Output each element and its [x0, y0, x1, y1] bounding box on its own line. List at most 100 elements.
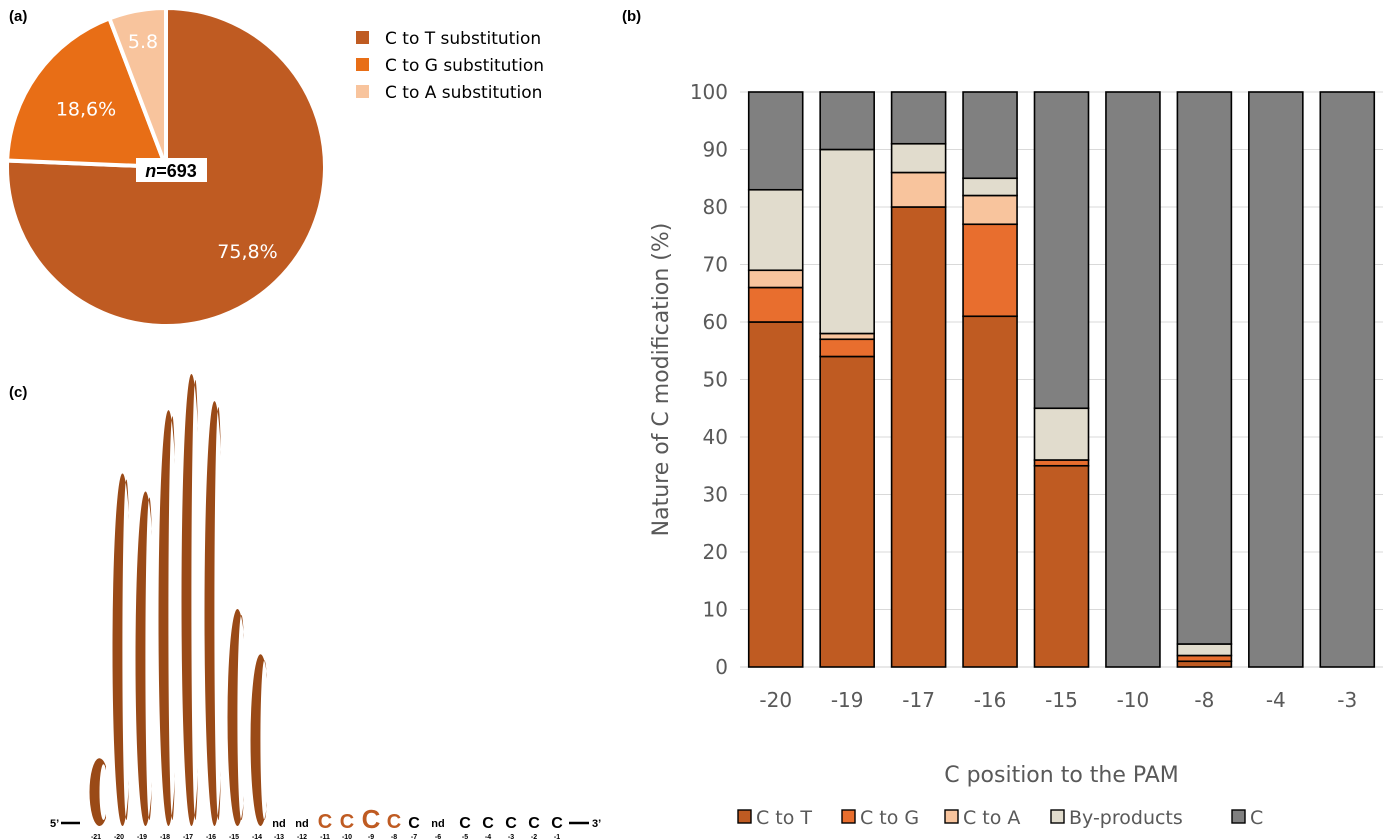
logo-position-label: -10 [342, 834, 352, 839]
y-axis-title: Nature of C modification (%) [649, 223, 674, 537]
pie-center-count: =693 [156, 161, 197, 181]
logo-position-label: -6 [435, 834, 441, 839]
bar-segment [1033, 407, 1090, 461]
bar-segment [1033, 91, 1090, 410]
bar-segment [1176, 91, 1233, 645]
logo-nd-label: nd [431, 818, 444, 830]
pie-chart: 75,8% 18,6% 5.8 n=693 [5, 5, 327, 328]
pie-legend-swatch [356, 58, 369, 71]
y-tick-label: 20 [703, 540, 728, 564]
bar-legend-label: C [1250, 807, 1263, 829]
bar-legend-swatch [1050, 809, 1065, 824]
bar-legend-label: C to A [963, 807, 1020, 829]
logo-letter-c [250, 654, 267, 826]
logo-letter: C [340, 811, 354, 833]
logo-letter-c [204, 401, 221, 826]
logo-position-label: -17 [183, 834, 193, 839]
y-tick-label: 100 [690, 80, 728, 104]
pie-slice-label: 75,8% [217, 241, 277, 263]
bar-segment [962, 223, 1018, 318]
x-axis-title: C position to the PAM [944, 763, 1179, 788]
bar-segment [747, 188, 804, 272]
logo-5prime: 5’ [50, 818, 59, 830]
bar-segment [890, 171, 947, 208]
logo-letter: C [551, 815, 563, 832]
bar-legend: C to T C to G C to A By-products C [737, 807, 1263, 829]
bar-segment [819, 355, 875, 668]
y-tick-label: 10 [703, 598, 728, 622]
logo-letter: C [482, 815, 494, 832]
x-tick-label: -8 [1194, 688, 1214, 712]
stacked-bar-chart: 0 10 20 30 40 50 60 70 80 90 100 -20 -19 -17 -16 -15 -10… [649, 80, 1383, 788]
pie-slice-label: 18,6% [56, 98, 116, 120]
bar-segment [1176, 654, 1233, 663]
x-tick-label: -20 [759, 688, 792, 712]
logo-3prime: 3’ [592, 818, 601, 830]
logo-position-label: -7 [411, 834, 417, 839]
pie-slice-label: 5.8 [128, 31, 158, 53]
logo-letter: C [318, 811, 332, 833]
bar-segment [962, 194, 1018, 226]
bar-segment [962, 177, 1018, 197]
y-tick-label: 60 [703, 310, 728, 334]
panel-label-b: (b) [622, 8, 642, 25]
bar-segment [1319, 91, 1376, 668]
sequence-logo: 5’-21 -20 -19 -18 -17 -16 -15 -14nd-13nd-12C-11… [50, 374, 601, 839]
x-tick-label: -15 [1045, 688, 1078, 712]
bar-legend-swatch [841, 809, 856, 824]
logo-letter: C [387, 811, 401, 833]
logo-position-label: -1 [554, 834, 560, 839]
x-tick-label: -4 [1266, 688, 1286, 712]
y-tick-label: 70 [703, 253, 728, 277]
x-tick-label: -19 [831, 688, 864, 712]
x-tick-label: -16 [974, 688, 1007, 712]
pie-slice [106, 5, 168, 168]
bar-segment [1176, 660, 1233, 668]
pie-center-n: n [145, 161, 156, 181]
y-tick-label: 0 [715, 655, 728, 679]
y-tick-label: 50 [703, 368, 728, 392]
bar-segment [747, 91, 804, 191]
logo-letter: C [408, 815, 420, 832]
y-tick-label: 30 [703, 483, 728, 507]
logo-letter-c [158, 410, 175, 827]
bar-segment [747, 269, 804, 289]
bar-segment [747, 321, 804, 668]
panel-label-a: (a) [9, 8, 28, 25]
logo-letter-c [89, 758, 106, 826]
bar-legend-swatch [1231, 809, 1246, 824]
bar-segment [1176, 643, 1233, 657]
bar-segment [962, 315, 1018, 668]
logo-position-label: -21 [91, 834, 101, 839]
logo-position-label: -3 [508, 834, 514, 839]
logo-position-label: -11 [320, 834, 330, 839]
logo-letter: C [528, 815, 540, 832]
logo-position-label: -2 [531, 834, 537, 839]
bar-segment [819, 332, 875, 341]
logo-letter: C [362, 804, 381, 834]
bar-segment [1033, 459, 1090, 467]
bar-legend-label: C to T [756, 807, 812, 829]
x-tick-label: -17 [902, 688, 935, 712]
bar-segment [747, 286, 804, 323]
bar-segment [1033, 464, 1090, 668]
logo-nd-label: nd [272, 818, 285, 830]
logo-letter-c [135, 491, 152, 827]
x-tick-label: -10 [1117, 688, 1150, 712]
logo-position-label: -15 [229, 834, 239, 839]
y-tick-label: 80 [703, 195, 728, 219]
logo-letter-c [227, 609, 244, 827]
bar-segment [819, 338, 875, 358]
pie-slice [5, 15, 169, 170]
logo-letter-c [181, 374, 198, 827]
logo-position-label: -16 [206, 834, 216, 839]
bar-segment [890, 91, 947, 145]
y-tick-label: 40 [703, 425, 728, 449]
pie-legend-label: C to G substitution [385, 56, 544, 76]
logo-letter-c [112, 473, 129, 827]
logo-position-label: -19 [137, 834, 147, 839]
pie-legend-swatch [356, 85, 369, 98]
logo-letter: C [505, 815, 517, 832]
logo-position-label: -4 [485, 834, 491, 839]
